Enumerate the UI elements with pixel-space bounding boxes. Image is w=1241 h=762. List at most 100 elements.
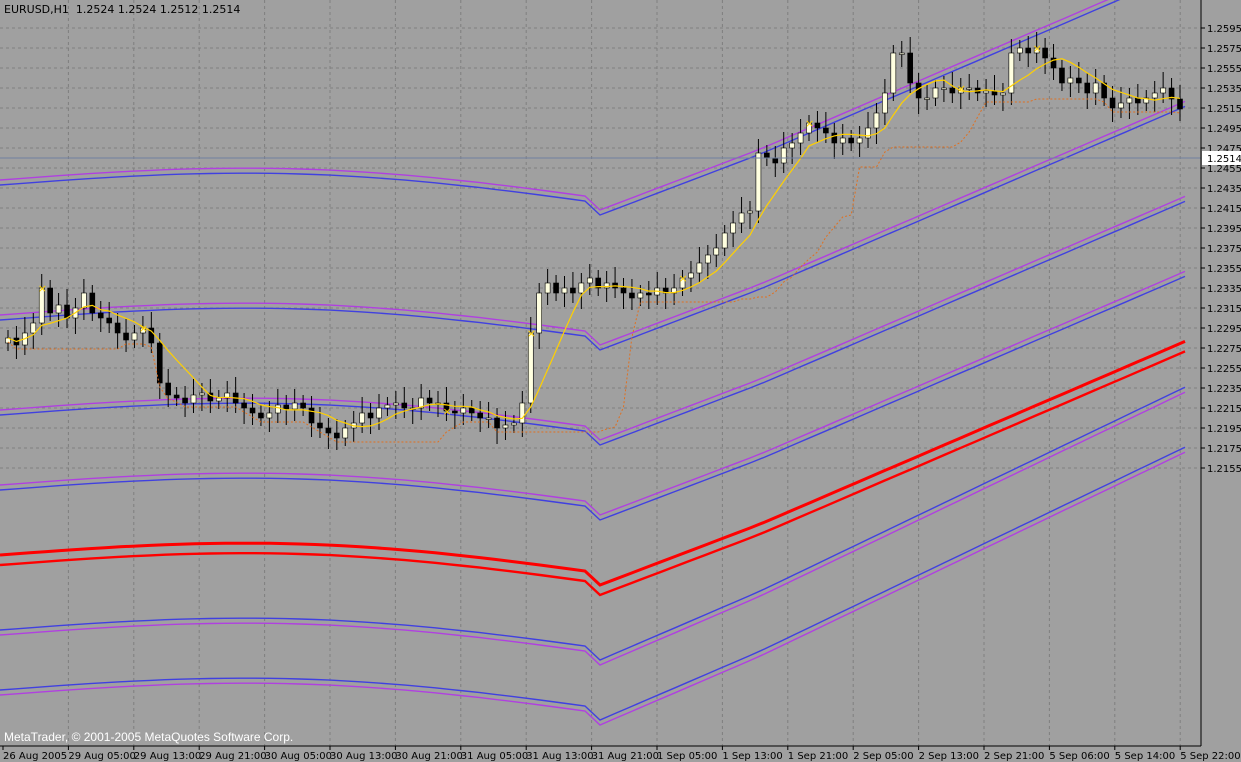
candle-body [1084, 82, 1091, 94]
candle-body [140, 327, 146, 334]
envelope-band-line [0, 275, 1186, 521]
y-tick-label: 1.2555 [1207, 64, 1241, 75]
candle-body [1092, 82, 1099, 94]
y-tick-label: 1.2195 [1207, 424, 1241, 435]
x-tick-label: 29 Aug 13:00 [134, 751, 201, 762]
y-tick-label: 1.2355 [1207, 264, 1241, 275]
candle-body [1126, 97, 1133, 104]
candle-body [831, 132, 838, 144]
candle-body [941, 87, 947, 90]
candle-body [1118, 102, 1124, 109]
x-tick-label: 29 Aug 05:00 [68, 751, 135, 762]
candle-body [823, 127, 829, 134]
candle-body [705, 254, 711, 264]
x-tick-label: 31 Aug 05:00 [461, 751, 528, 762]
candle-body [898, 52, 905, 55]
candle-body [797, 132, 804, 144]
candle-body [932, 87, 939, 99]
candle-body [283, 404, 290, 410]
candle-body [325, 427, 332, 434]
y-tick-label: 1.2335 [1207, 284, 1241, 295]
candle-body [561, 287, 568, 294]
candle-body [1016, 47, 1023, 54]
candle-body [1076, 77, 1082, 84]
candle-body [646, 292, 652, 296]
candle-body [983, 90, 989, 94]
signal-marker: × [805, 117, 814, 130]
candle-body [1042, 47, 1048, 59]
candle-body [772, 157, 779, 164]
candle-body [249, 407, 256, 414]
candle-body [266, 412, 273, 419]
candle-body [806, 122, 812, 134]
y-tick-label: 1.2175 [1207, 444, 1241, 455]
x-tick-label: 30 Aug 13:00 [330, 751, 397, 762]
envelope-band-line [0, 100, 1186, 346]
candlesticks [5, 32, 1183, 450]
candle-body [553, 282, 559, 294]
x-tick-label: 29 Aug 21:00 [199, 751, 266, 762]
candle-body [721, 232, 728, 249]
signal-marker: × [38, 282, 47, 295]
grid-lines [0, 0, 1201, 746]
candle-body [738, 212, 745, 224]
candle-body [30, 322, 37, 334]
x-tick-label: 26 Aug 2005 [3, 751, 67, 762]
signal-marker: × [957, 82, 966, 95]
candle-body [730, 222, 736, 234]
envelope-band-line [0, 270, 1186, 516]
candle-body [1067, 77, 1074, 84]
symbol-label: EURUSD,H1 [4, 3, 69, 16]
candle-body [443, 402, 450, 412]
candle-body [367, 412, 374, 419]
x-tick-label: 31 Aug 21:00 [592, 751, 659, 762]
candle-body [527, 332, 534, 404]
candle-body [570, 287, 576, 294]
signal-marker: × [442, 405, 451, 418]
candle-body [452, 410, 458, 414]
candle-body [696, 262, 703, 274]
candle-body [519, 402, 526, 424]
candle-body [401, 402, 408, 409]
y-tick-label: 1.2255 [1207, 364, 1241, 375]
y-tick-label: 1.2515 [1207, 104, 1241, 115]
envelope-band-line [0, 386, 1186, 661]
candle-body [165, 382, 172, 396]
candle-body [156, 342, 163, 384]
candle-body [308, 407, 315, 424]
candle-body [764, 152, 770, 159]
envelope-band-line [0, 451, 1186, 726]
candle-body [688, 272, 694, 279]
candle-body [418, 397, 424, 409]
candle-body [460, 407, 467, 414]
candle-body [199, 392, 205, 396]
candle-body [949, 87, 956, 94]
candle-body [317, 422, 323, 429]
candle-body [384, 404, 391, 409]
candle-body [1109, 97, 1116, 109]
candle-body [1008, 52, 1015, 94]
candle-body [291, 402, 298, 410]
y-tick-label: 1.2395 [1207, 224, 1241, 235]
candle-body [114, 322, 121, 334]
candle-body [485, 417, 492, 420]
candle-body [359, 412, 365, 424]
candle-body [97, 312, 104, 319]
y-tick-label: 1.2575 [1207, 44, 1241, 55]
candle-body [629, 292, 635, 299]
candle-body [1059, 67, 1065, 84]
candle-body [755, 152, 762, 212]
x-tick-label: 30 Aug 05:00 [265, 751, 332, 762]
y-tick-label: 1.2215 [1207, 404, 1241, 415]
candle-body [544, 282, 551, 294]
candle-body [966, 87, 973, 90]
moving-average-line [0, 350, 1186, 597]
candle-body [55, 304, 62, 314]
candle-body [468, 407, 475, 414]
candle-body [502, 424, 509, 429]
envelope-band-line [0, 391, 1186, 666]
candle-body [275, 404, 281, 414]
candle-body [393, 402, 399, 406]
